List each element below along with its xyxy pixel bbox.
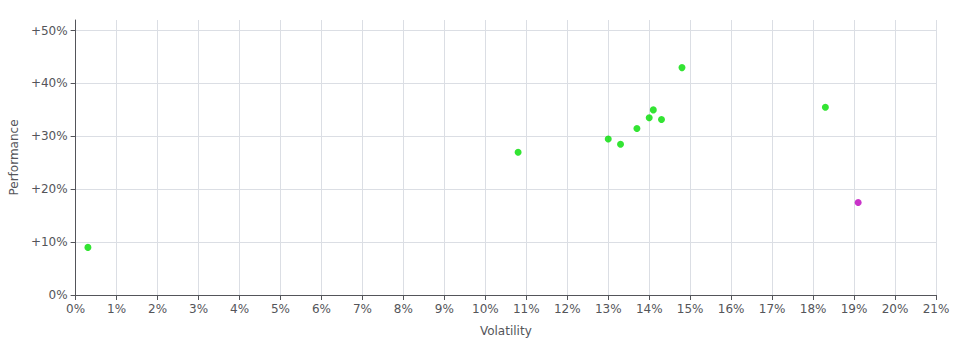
svg-text:+50%: +50% bbox=[31, 24, 68, 38]
svg-text:19%: 19% bbox=[841, 302, 868, 316]
svg-text:0%: 0% bbox=[66, 302, 85, 316]
svg-text:5%: 5% bbox=[271, 302, 290, 316]
svg-text:+40%: +40% bbox=[31, 76, 68, 90]
svg-text:16%: 16% bbox=[718, 302, 745, 316]
svg-text:+10%: +10% bbox=[31, 235, 68, 249]
svg-text:+20%: +20% bbox=[31, 182, 68, 196]
svg-text:0%: 0% bbox=[49, 288, 68, 302]
svg-text:6%: 6% bbox=[312, 302, 331, 316]
svg-text:Volatility: Volatility bbox=[480, 324, 532, 338]
svg-text:Performance: Performance bbox=[7, 119, 21, 195]
svg-text:2%: 2% bbox=[148, 302, 167, 316]
svg-text:21%: 21% bbox=[923, 302, 950, 316]
svg-text:11%: 11% bbox=[513, 302, 540, 316]
svg-text:10%: 10% bbox=[472, 302, 499, 316]
svg-text:3%: 3% bbox=[189, 302, 208, 316]
svg-text:4%: 4% bbox=[230, 302, 249, 316]
svg-text:7%: 7% bbox=[353, 302, 372, 316]
svg-text:12%: 12% bbox=[554, 302, 581, 316]
svg-text:18%: 18% bbox=[800, 302, 827, 316]
svg-text:15%: 15% bbox=[677, 302, 704, 316]
svg-text:9%: 9% bbox=[435, 302, 454, 316]
svg-text:20%: 20% bbox=[882, 302, 909, 316]
svg-text:14%: 14% bbox=[636, 302, 663, 316]
svg-text:+30%: +30% bbox=[31, 129, 68, 143]
svg-text:8%: 8% bbox=[394, 302, 413, 316]
svg-text:17%: 17% bbox=[759, 302, 786, 316]
svg-text:13%: 13% bbox=[595, 302, 622, 316]
svg-text:1%: 1% bbox=[107, 302, 126, 316]
